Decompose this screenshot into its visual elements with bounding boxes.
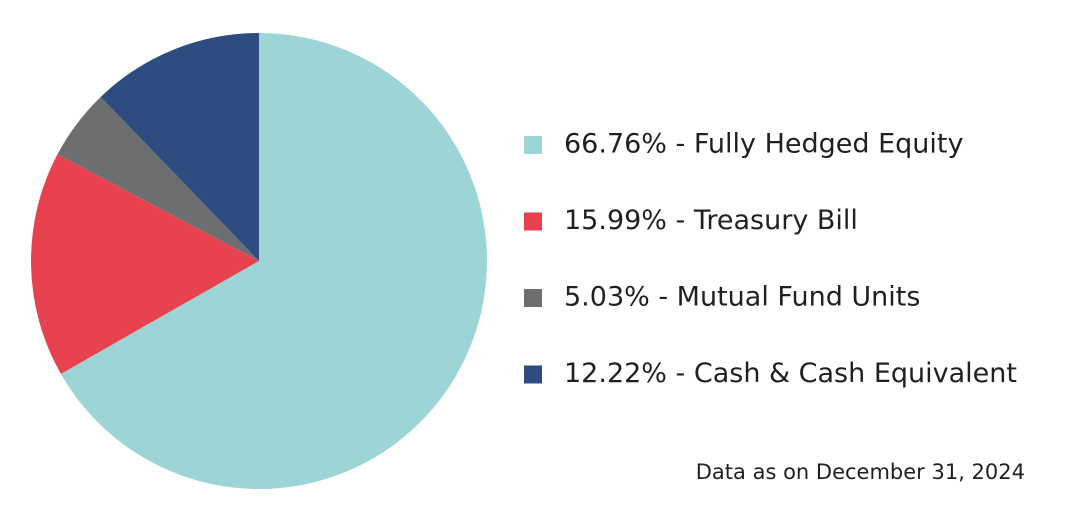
pie-slice <box>57 96 260 261</box>
legend-swatch <box>524 212 542 231</box>
legend-swatch <box>524 365 542 384</box>
legend-label: 15.99% - Treasury Bill <box>564 205 858 236</box>
legend-swatch <box>524 289 542 307</box>
footnote: Data as on December 31, 2024 <box>696 460 1025 484</box>
pie-slice <box>60 33 488 490</box>
pie-slice <box>31 154 260 374</box>
legend-swatch <box>524 136 542 154</box>
legend-label: 5.03% - Mutual Fund Units <box>564 282 920 313</box>
legend-label: 12.22% - Cash & Cash Equivalent <box>564 358 1017 389</box>
legend-label: 66.76% - Fully Hedged Equity <box>564 129 964 160</box>
pie-slice <box>100 32 259 261</box>
